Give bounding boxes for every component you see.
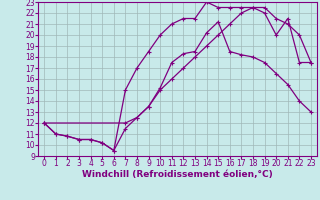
X-axis label: Windchill (Refroidissement éolien,°C): Windchill (Refroidissement éolien,°C): [82, 170, 273, 179]
